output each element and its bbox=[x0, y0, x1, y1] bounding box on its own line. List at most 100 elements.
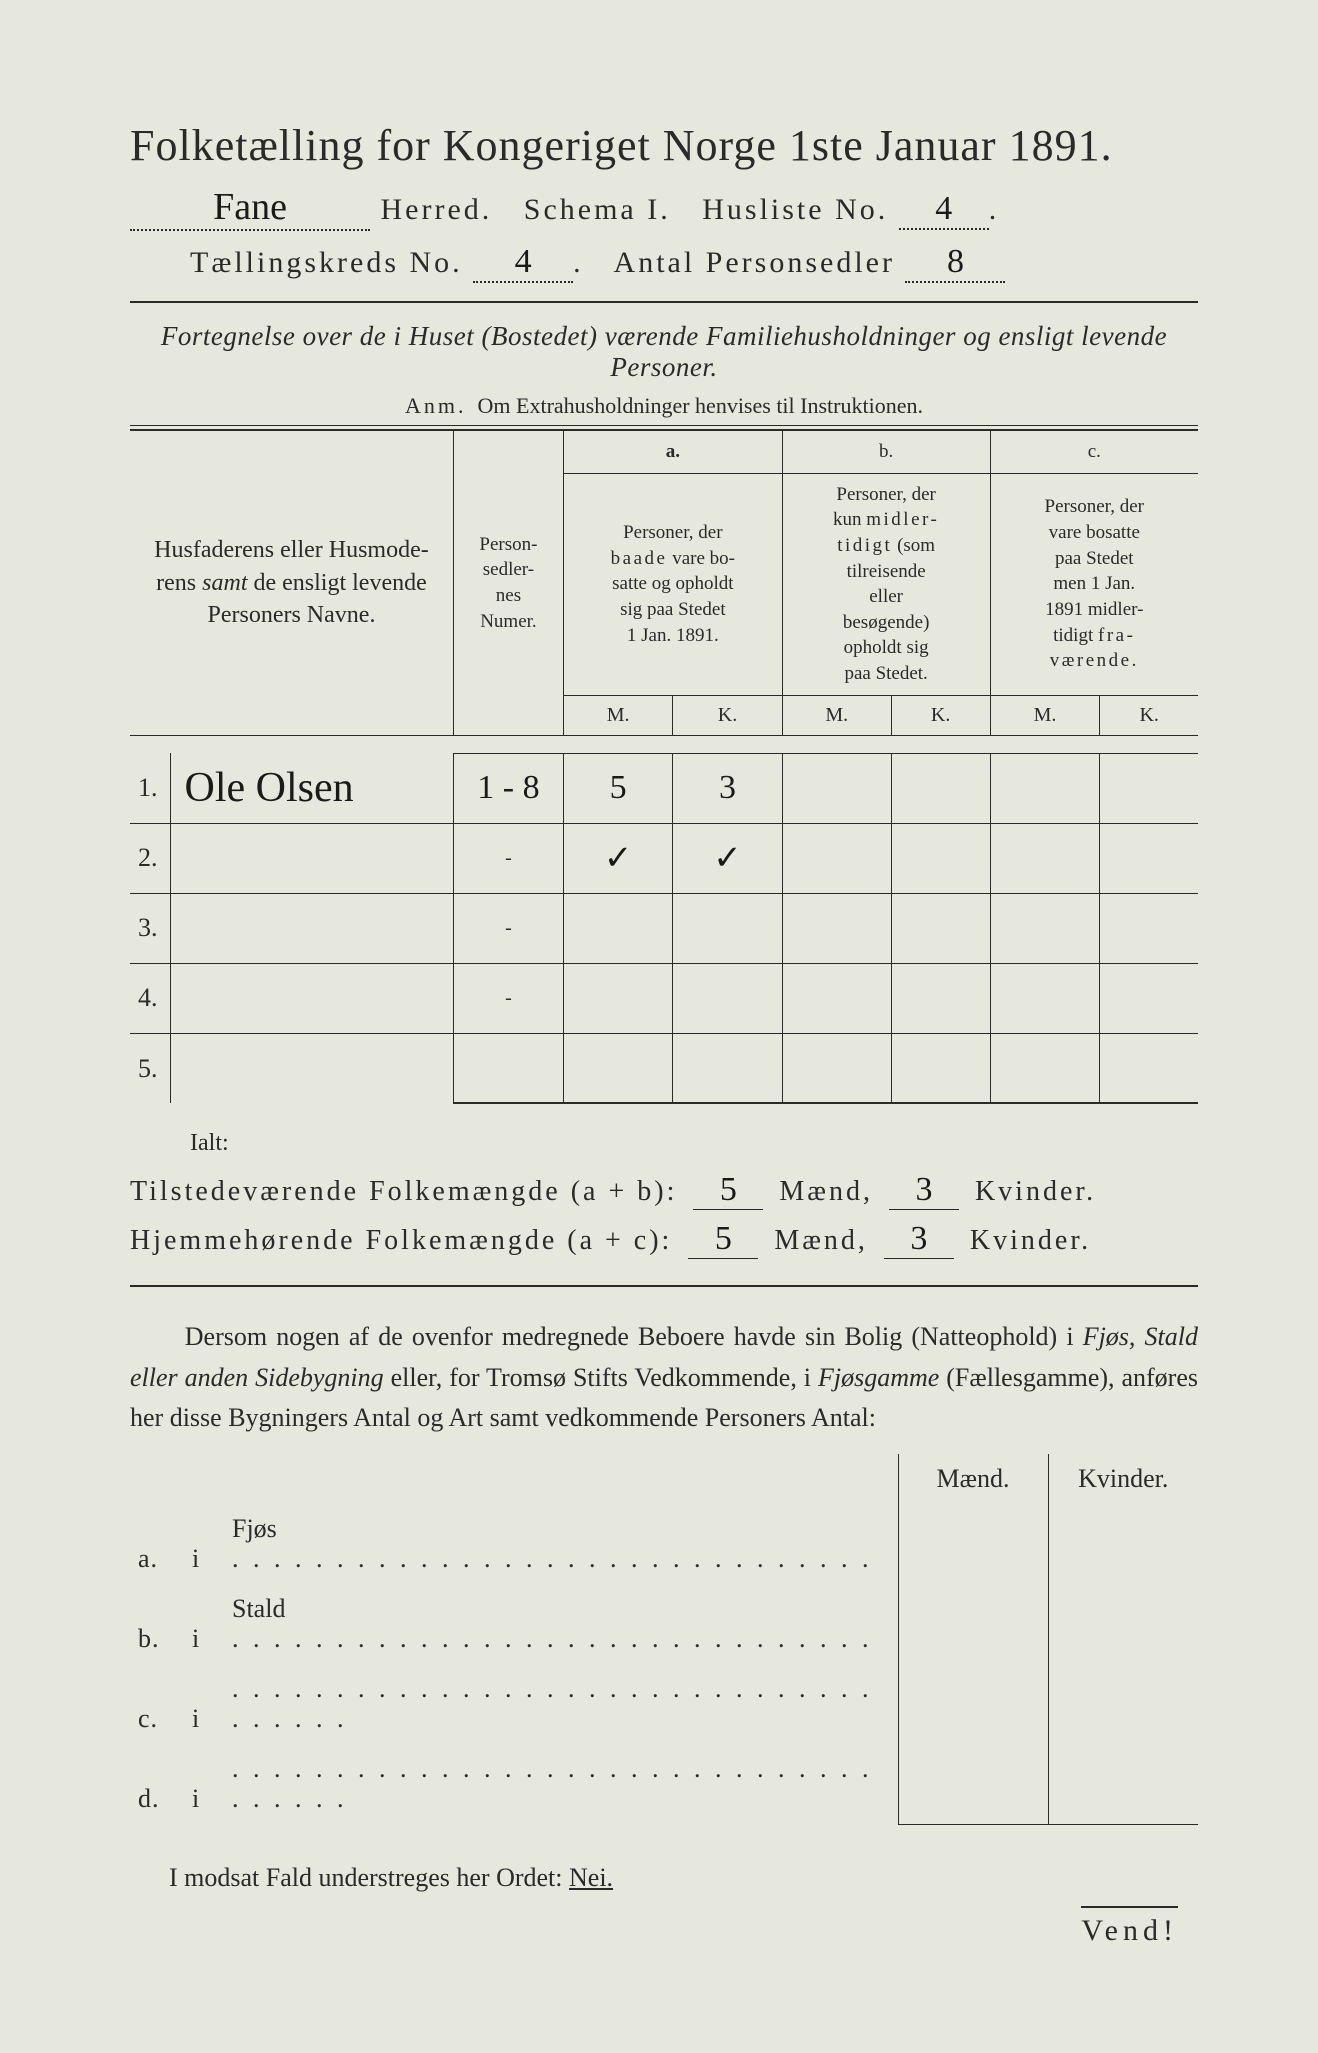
col-b-k: K. bbox=[891, 695, 990, 735]
maend-label: Mænd, bbox=[779, 1176, 873, 1207]
col-c-m: M. bbox=[990, 695, 1100, 735]
row-numer: - bbox=[453, 823, 563, 893]
row-numer: - bbox=[453, 963, 563, 1033]
totals-ac-label: Hjemmehørende Folkemængde (a + c): bbox=[130, 1225, 672, 1256]
sub-kvinder-header: Kvinder. bbox=[1048, 1454, 1198, 1504]
sub-row-m bbox=[898, 1504, 1048, 1584]
sub-row-i: i bbox=[184, 1584, 224, 1664]
nei-line: I modsat Fald understreges her Ordet: Ne… bbox=[130, 1863, 1198, 1893]
anm-label: Anm. bbox=[405, 393, 467, 418]
row-am bbox=[563, 963, 672, 1033]
row-num: 2. bbox=[130, 823, 170, 893]
row-cm bbox=[990, 963, 1100, 1033]
sub-row-k bbox=[1048, 1744, 1198, 1824]
totals-ac-m: 5 bbox=[688, 1220, 758, 1259]
row-cm bbox=[990, 893, 1100, 963]
header-line-herred: Fane Herred. Schema I. Husliste No. 4. bbox=[130, 185, 1198, 231]
anm-text: Om Extrahusholdninger henvises til Instr… bbox=[478, 393, 923, 418]
sub-row-m bbox=[898, 1744, 1048, 1824]
row-bk bbox=[891, 893, 990, 963]
row-num: 4. bbox=[130, 963, 170, 1033]
row-name bbox=[170, 963, 453, 1033]
row-ck bbox=[1100, 823, 1198, 893]
row-cm bbox=[990, 823, 1100, 893]
row-name bbox=[170, 823, 453, 893]
row-ak: ✓ bbox=[673, 823, 782, 893]
antal-field: 8 bbox=[905, 243, 1005, 283]
row-ck bbox=[1100, 893, 1198, 963]
row-num: 3. bbox=[130, 893, 170, 963]
row-bk bbox=[891, 963, 990, 1033]
sub-row-m bbox=[898, 1664, 1048, 1744]
row-bm bbox=[782, 963, 891, 1033]
anm-note: Anm. Om Extrahusholdninger henvises til … bbox=[130, 393, 1198, 419]
sub-row-m bbox=[898, 1584, 1048, 1664]
husliste-field: 4 bbox=[899, 190, 989, 230]
fortegnelse-heading: Fortegnelse over de i Huset (Bostedet) v… bbox=[130, 321, 1198, 383]
page-title: Folketælling for Kongeriget Norge 1ste J… bbox=[130, 120, 1198, 171]
building-paragraph: Dersom nogen af de ovenfor medregnede Be… bbox=[130, 1317, 1198, 1438]
sub-row-i: i bbox=[184, 1504, 224, 1584]
row-bk bbox=[891, 823, 990, 893]
nei-pre: I modsat Fald understreges her Ordet: bbox=[169, 1863, 569, 1892]
sub-row-i: i bbox=[184, 1664, 224, 1744]
row-bm bbox=[782, 893, 891, 963]
totals-ab: Tilstedeværende Folkemængde (a + b): 5 M… bbox=[130, 1171, 1198, 1210]
building-table: Mænd. Kvinder. a. i Fjøs . . . . . . . .… bbox=[130, 1454, 1198, 1825]
row-ak bbox=[673, 963, 782, 1033]
row-bm bbox=[782, 753, 891, 823]
kvinder-label: Kvinder. bbox=[975, 1176, 1096, 1207]
kreds-label: Tællingskreds No. bbox=[190, 246, 463, 279]
row-cm bbox=[990, 753, 1100, 823]
sub-row-k bbox=[1048, 1584, 1198, 1664]
row-cm bbox=[990, 1033, 1100, 1103]
vend-label: Vend! bbox=[1081, 1906, 1178, 1948]
census-form-sheet: Folketælling for Kongeriget Norge 1ste J… bbox=[30, 50, 1288, 2003]
row-num: 1. bbox=[130, 753, 170, 823]
row-bm bbox=[782, 1033, 891, 1103]
row-numer bbox=[453, 1033, 563, 1103]
sub-row-k bbox=[1048, 1504, 1198, 1584]
row-name: Ole Olsen bbox=[170, 753, 453, 823]
col-name-header: Husfaderens eller Husmode-rens samt de e… bbox=[154, 537, 429, 628]
kreds-field: 4 bbox=[473, 243, 573, 283]
sub-row-label: d. bbox=[130, 1744, 184, 1824]
row-ak bbox=[673, 893, 782, 963]
totals-ab-label: Tilstedeværende Folkemængde (a + b): bbox=[130, 1176, 677, 1207]
totals-ab-m: 5 bbox=[693, 1171, 763, 1210]
row-ck bbox=[1100, 753, 1198, 823]
row-bm bbox=[782, 823, 891, 893]
sub-row-k bbox=[1048, 1664, 1198, 1744]
row-am: ✓ bbox=[563, 823, 672, 893]
col-b-m: M. bbox=[782, 695, 891, 735]
col-a-k: K. bbox=[673, 695, 782, 735]
husliste-label: Husliste No. bbox=[702, 193, 888, 226]
row-ck bbox=[1100, 963, 1198, 1033]
sub-row-i: i bbox=[184, 1744, 224, 1824]
sub-row-kind: . . . . . . . . . . . . . . . . . . . . … bbox=[224, 1664, 898, 1744]
schema-label: Schema I. bbox=[524, 193, 671, 226]
ialt-label: Ialt: bbox=[190, 1130, 1198, 1157]
row-bk bbox=[891, 1033, 990, 1103]
row-num: 5. bbox=[130, 1033, 170, 1103]
herred-label: Herred. bbox=[381, 193, 493, 226]
maend-label: Mænd, bbox=[774, 1225, 868, 1256]
col-a-head: a. bbox=[666, 441, 680, 462]
row-numer: - bbox=[453, 893, 563, 963]
row-am bbox=[563, 1033, 672, 1103]
col-c-head: c. bbox=[1088, 441, 1101, 462]
row-ak: 3 bbox=[673, 753, 782, 823]
antal-label: Antal Personsedler bbox=[614, 246, 895, 279]
col-a-m: M. bbox=[563, 695, 672, 735]
row-numer: 1 - 8 bbox=[453, 753, 563, 823]
totals-ac-k: 3 bbox=[884, 1220, 954, 1259]
col-b-text: Personer, derkun midler-tidigt (somtilre… bbox=[833, 484, 939, 684]
col-c-k: K. bbox=[1100, 695, 1198, 735]
nei-word: Nei. bbox=[569, 1863, 613, 1892]
sub-maend-header: Mænd. bbox=[898, 1454, 1048, 1504]
col-c-text: Personer, dervare bosattepaa Stedetmen 1… bbox=[1045, 496, 1144, 671]
main-census-table: Husfaderens eller Husmode-rens samt de e… bbox=[130, 431, 1198, 1104]
herred-field: Fane bbox=[130, 185, 370, 231]
sub-row-label: c. bbox=[130, 1664, 184, 1744]
sub-row-label: b. bbox=[130, 1584, 184, 1664]
